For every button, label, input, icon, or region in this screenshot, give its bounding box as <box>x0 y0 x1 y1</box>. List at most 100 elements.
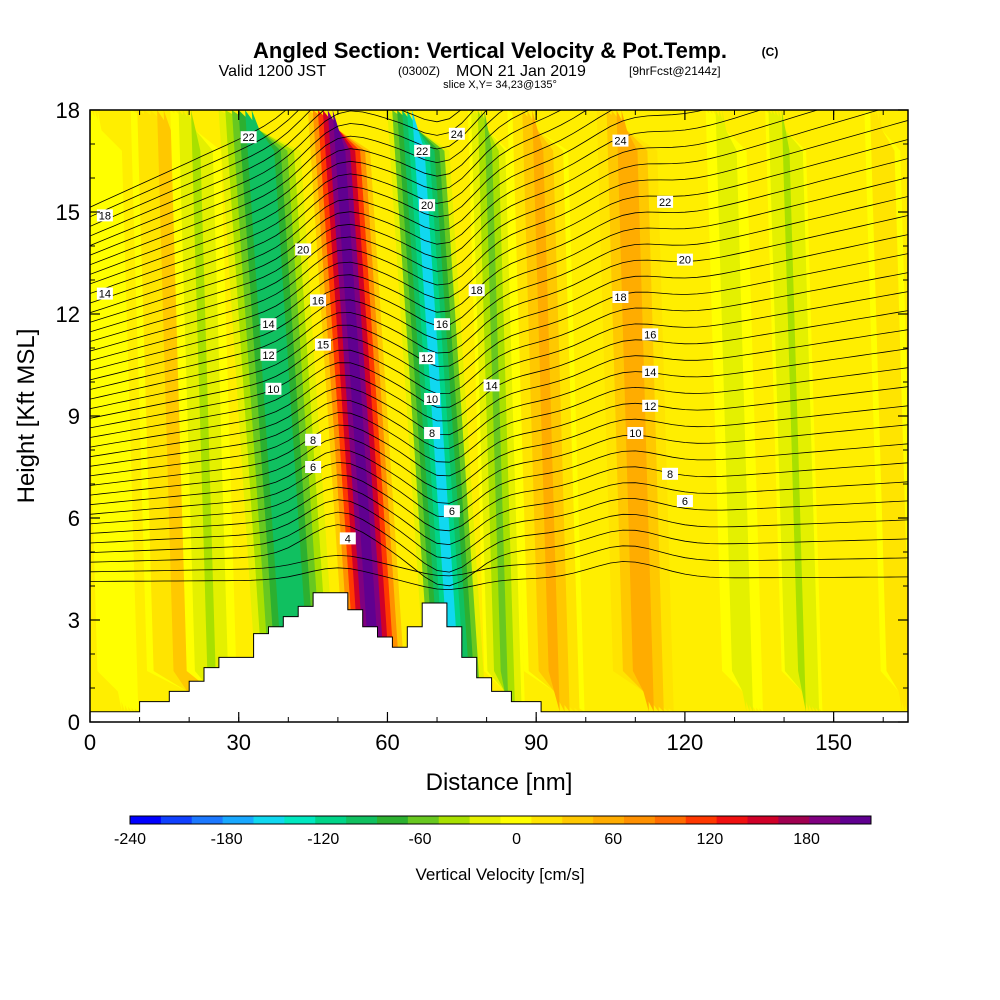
isentrope-labels: 22 24 24 22 18 20 22 20 20 14 18 18 16 14 16 16 15 12 12 14… <box>96 127 693 545</box>
isentrope-label-text: 16 <box>644 329 656 341</box>
isentrope-label-bg <box>315 338 332 351</box>
isentrope-label-text: 10 <box>629 428 641 440</box>
velocity-band <box>705 110 763 712</box>
isentrope <box>90 110 762 323</box>
isentrope-label-text: 6 <box>449 506 455 518</box>
valid-prefix: Valid 1200 JST <box>219 63 327 80</box>
isentrope <box>90 215 908 400</box>
isentrope-label: 18 <box>468 284 485 297</box>
isentrope <box>90 498 908 559</box>
colorbar-label: Vertical Velocity [cm/s] <box>415 865 584 884</box>
colorbar-swatch <box>407 816 440 824</box>
isentrope-label: 14 <box>642 365 659 379</box>
colorbar: -240 -180 -120 -60 0 60 120 180 <box>114 815 872 848</box>
colorbar-swatch <box>778 816 810 824</box>
isentrope-label-text: 4 <box>345 533 351 545</box>
colorbar-tick-label: -180 <box>211 831 243 848</box>
isentrope <box>90 424 908 506</box>
isentrope-label-bg <box>305 461 322 473</box>
isentrope-label-text: 14 <box>485 380 497 392</box>
isentrope-label: 16 <box>310 294 327 307</box>
colorbar-swatch <box>315 816 347 824</box>
isentrope <box>90 348 908 467</box>
isentrope-label: 24 <box>612 134 629 148</box>
isentrope-label: 20 <box>419 199 436 212</box>
velocity-contour <box>621 110 649 712</box>
isentrope-label-text: 8 <box>310 435 316 447</box>
colorbar-swatch <box>438 816 471 824</box>
isentrope-label: 24 <box>448 127 465 141</box>
isentrope-label-bg <box>96 209 113 222</box>
isentrope-label-bg <box>424 427 441 439</box>
isentrope <box>90 110 531 275</box>
isentrope-label: 6 <box>676 495 693 508</box>
isentrope <box>90 196 908 390</box>
isentrope-label-bg <box>424 393 441 405</box>
colorbar-tick-label: -120 <box>307 831 339 848</box>
isentrope-label-bg <box>433 318 450 331</box>
isentrope <box>90 177 908 381</box>
isentrope-label-text: 18 <box>614 292 626 304</box>
slice-label: slice X,Y= 34,23@135° <box>443 79 557 91</box>
isentrope-label-bg <box>627 427 644 439</box>
colorbar-swatch <box>377 816 409 824</box>
isentrope-label: 14 <box>260 318 277 331</box>
velocity-band <box>467 110 525 712</box>
isentrope-label: 16 <box>433 318 450 331</box>
isentrope <box>90 481 908 546</box>
isentrope-label-text: 20 <box>297 244 309 256</box>
x-tick-label: 90 <box>524 730 548 755</box>
isentrope <box>90 110 588 294</box>
colorbar-tick-label: -60 <box>408 831 431 848</box>
isentrope-label-text: 20 <box>421 200 433 212</box>
colorbar-frame <box>129 815 872 825</box>
isentrope-label-text: 16 <box>312 295 324 307</box>
colorbar-swatch <box>500 816 532 824</box>
colorbar-swatch <box>531 816 563 824</box>
isentrope-lines <box>90 110 908 591</box>
x-tick-label: 30 <box>226 730 250 755</box>
isentrope <box>90 110 312 227</box>
isentrope-label: 20 <box>295 243 312 256</box>
y-tick-label: 9 <box>68 404 80 429</box>
isentrope <box>90 139 908 362</box>
colorbar-swatch <box>191 816 224 824</box>
x-tick-label: 0 <box>84 730 96 755</box>
isentrope-label-bg <box>448 127 465 140</box>
isentrope-label: 12 <box>260 348 277 362</box>
isentrope-label-bg <box>642 365 659 378</box>
isentrope <box>90 386 908 486</box>
isentrope <box>90 524 908 587</box>
isentrope-label-text: 16 <box>436 319 448 331</box>
colorbar-swatch <box>654 816 687 824</box>
isentrope <box>90 462 908 532</box>
isentrope-label-text: 6 <box>310 462 316 474</box>
isentrope-label-bg <box>310 294 327 307</box>
x-tick-label: 120 <box>667 730 704 755</box>
velocity-contour <box>532 110 560 712</box>
isentrope-label: 10 <box>265 382 282 396</box>
velocity-field <box>90 110 908 712</box>
colorbar-swatch <box>840 816 872 824</box>
colorbar-tick-label: 120 <box>697 831 724 848</box>
isentrope <box>90 110 614 304</box>
velocity-band <box>307 110 407 712</box>
colorbar-swatch <box>253 816 285 824</box>
x-tick-label: 150 <box>815 730 852 755</box>
velocity-band <box>170 110 238 712</box>
colorbar-swatch <box>130 816 162 824</box>
y-axis: 0 3 6 9 12 15 18 <box>56 98 908 735</box>
isentrope <box>90 291 908 438</box>
isentrope-label: 18 <box>96 209 113 222</box>
isentrope-label: 22 <box>657 195 674 209</box>
isentrope <box>90 253 908 419</box>
isentrope-label: 22 <box>240 131 257 144</box>
isentrope-label-text: 22 <box>659 197 671 209</box>
colorbar-tick-label: -240 <box>114 831 146 848</box>
x-axis: 0 30 60 90 120 150 <box>84 110 884 755</box>
velocity-contour <box>484 110 509 712</box>
velocity-contour <box>412 110 462 712</box>
y-tick-label: 15 <box>56 200 80 225</box>
isentrope-label-text: 22 <box>243 132 255 144</box>
velocity-contour <box>332 110 383 712</box>
